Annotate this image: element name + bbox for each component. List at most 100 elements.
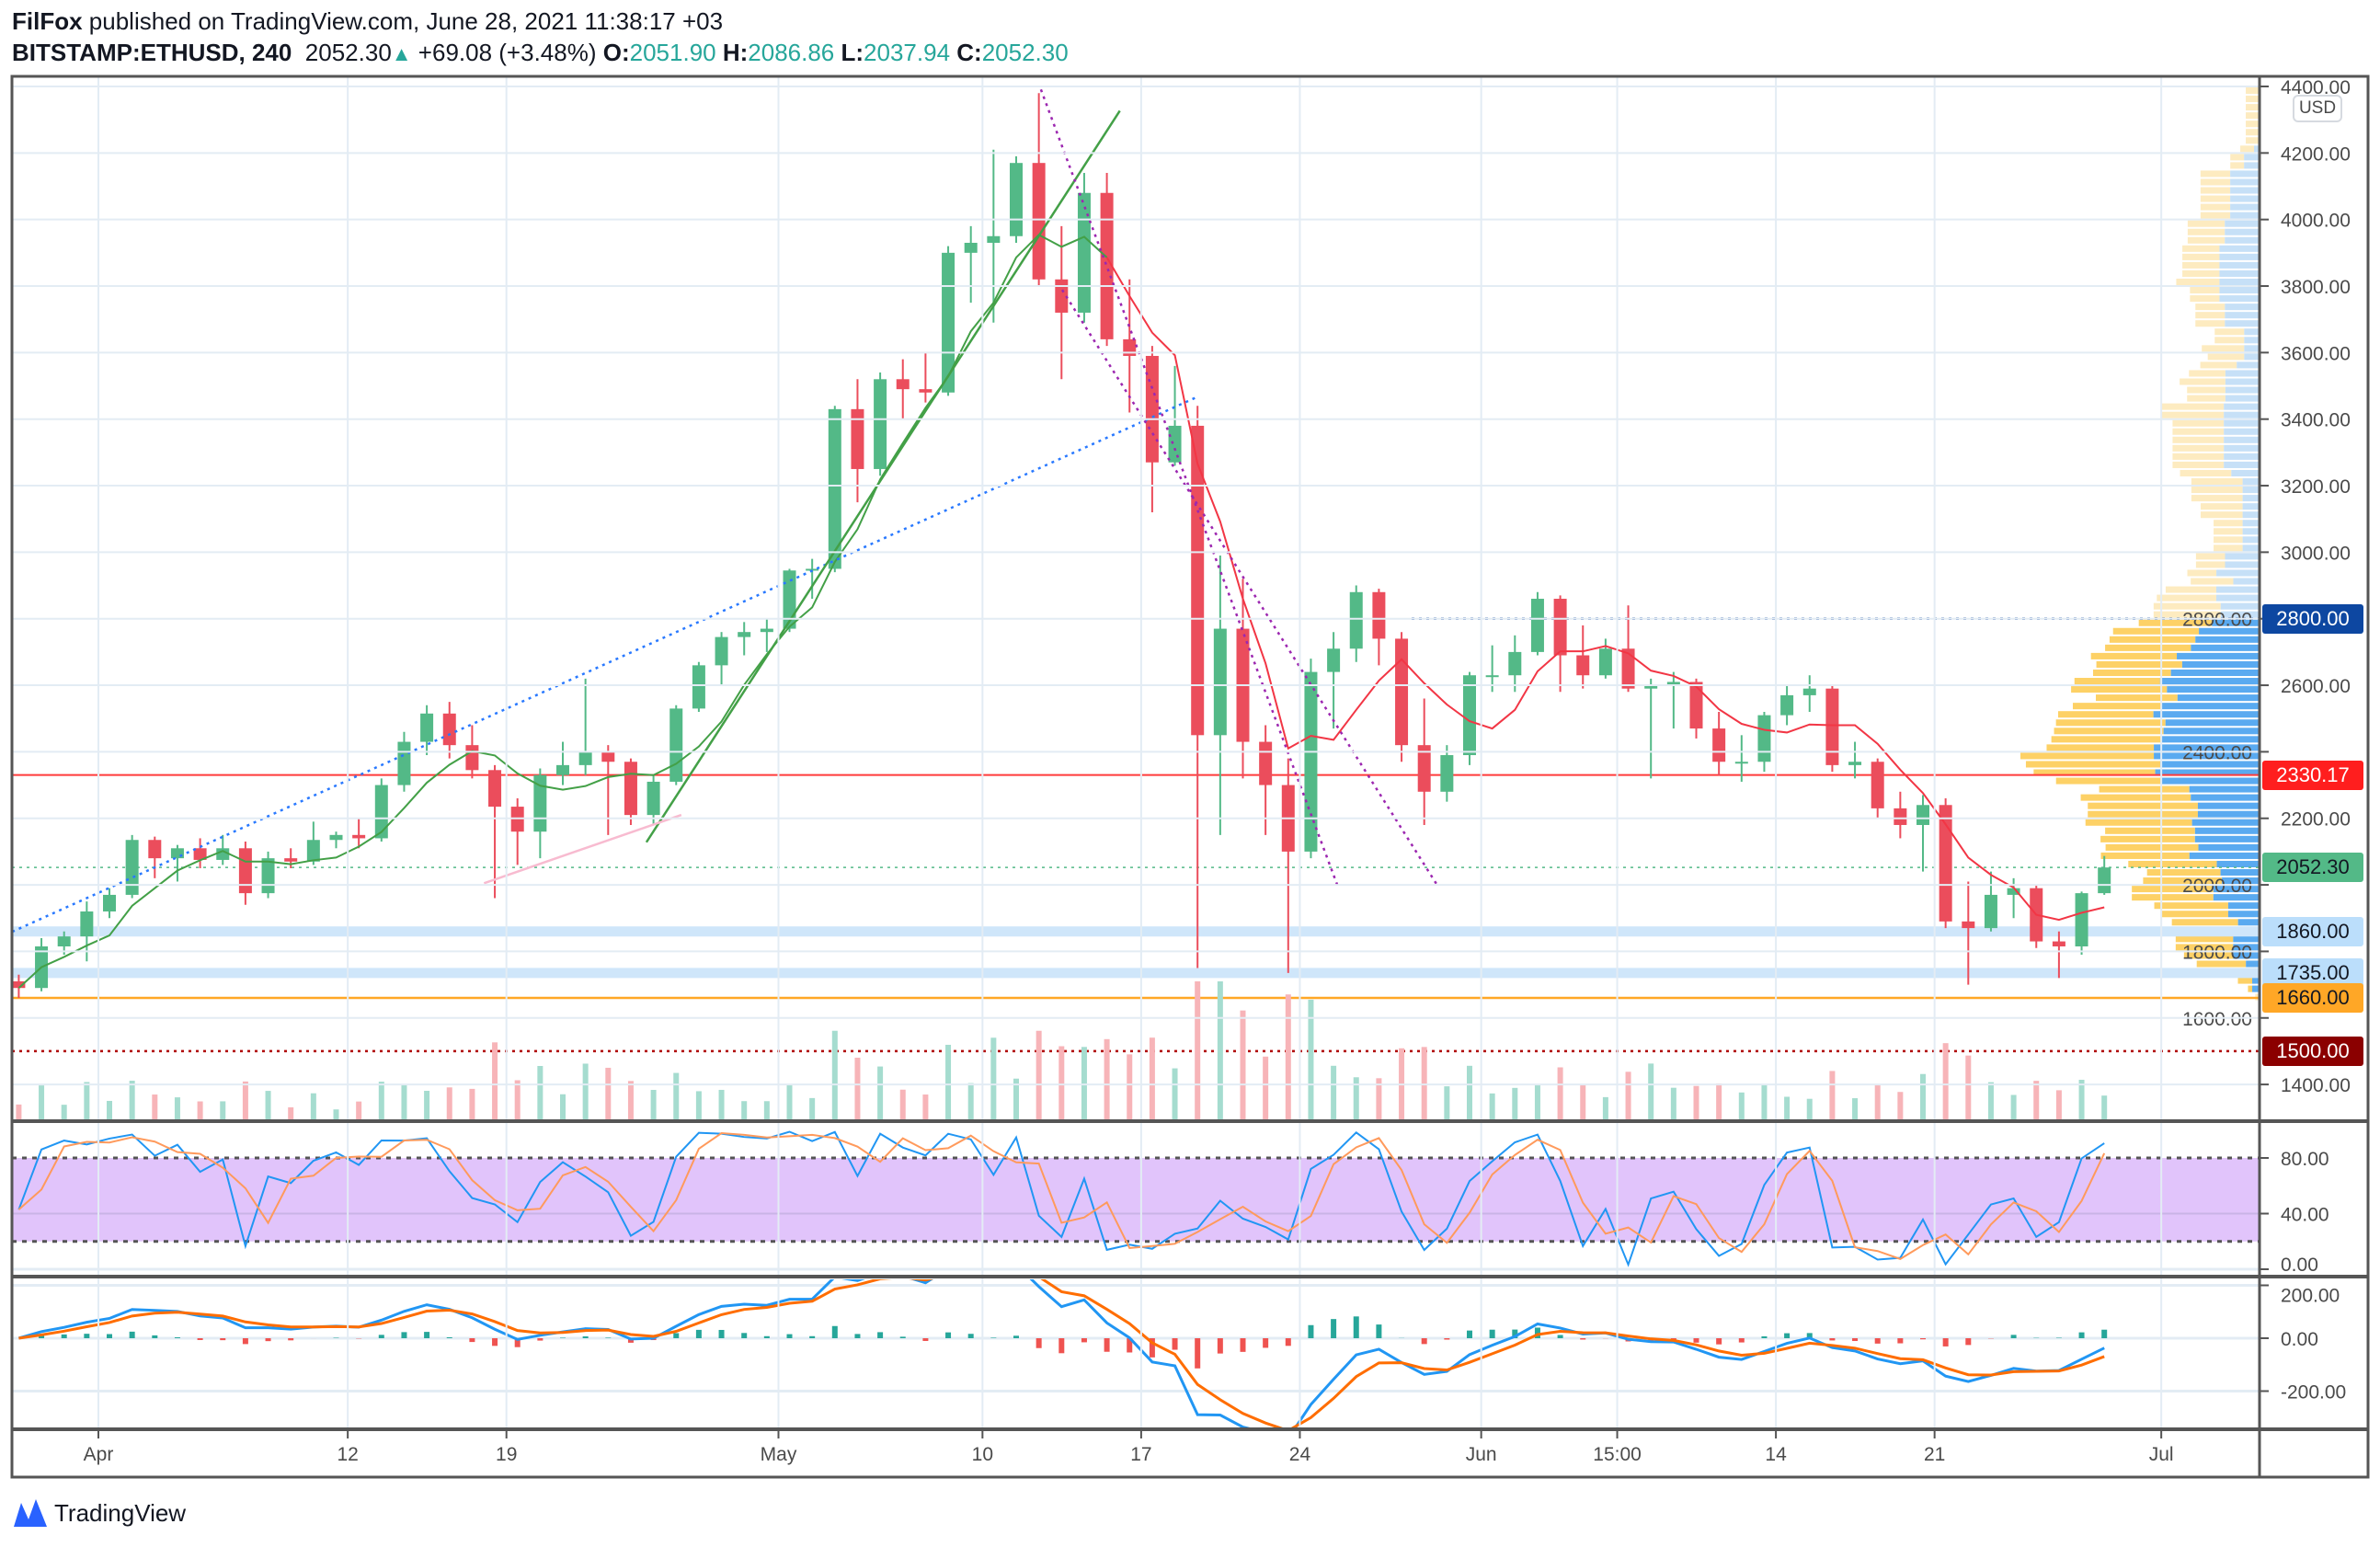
volume-profile-bar-up (2244, 154, 2260, 161)
volume-profile-bar-down (2100, 835, 2195, 842)
author[interactable]: FilFox (12, 7, 83, 35)
tradingview-logo[interactable]: TradingView (12, 1497, 186, 1529)
volume-bar (16, 1104, 22, 1119)
volume-profile-bar-up (2219, 253, 2260, 260)
candle-body (1962, 921, 1975, 929)
candle-body (1644, 685, 1658, 689)
volume-bar (673, 1072, 680, 1119)
volume-profile-bar-down (2154, 902, 2228, 910)
volume-profile-bar-up (2191, 819, 2260, 826)
price-axis-label: 1400.00 (2281, 1075, 2351, 1096)
time-axis-label: 19 (496, 1444, 517, 1465)
volume-bar (129, 1081, 135, 1119)
candle-body (2098, 867, 2111, 894)
volume-profile-bar-down (2161, 403, 2225, 410)
volume-profile-bar-up (2237, 361, 2260, 369)
volume-profile-bar-up (2160, 777, 2260, 785)
volume-bar (945, 1044, 952, 1119)
volume-profile-bar-up (2242, 528, 2260, 535)
currency-badge[interactable]: USD (2293, 95, 2342, 122)
volume-profile-bar-up (2159, 678, 2260, 685)
candle-body (1463, 675, 1476, 756)
macd-histogram-bar (446, 1337, 452, 1338)
candle-body (1100, 192, 1114, 339)
volume-bar (537, 1065, 544, 1119)
volume-profile-bar-up (2225, 386, 2260, 394)
volume-bar (242, 1081, 248, 1119)
price-label: 1735.00 (2262, 957, 2363, 988)
volume-profile-bar-down (2191, 578, 2234, 585)
volume-bar (401, 1084, 407, 1119)
candle-body (2075, 893, 2088, 946)
volume-profile-bar-up (2242, 495, 2260, 502)
volume-profile-bar-down (2195, 312, 2226, 319)
macd-signal-line (18, 1279, 2105, 1429)
volume-profile-bar-up (2195, 636, 2260, 643)
open-value: 2051.90 (629, 39, 716, 66)
macd-histogram-bar (718, 1329, 725, 1338)
volume-profile-bar-down (2246, 129, 2260, 136)
macd-histogram-bar (1670, 1338, 1676, 1340)
candle-body (1802, 688, 1816, 695)
volume-profile-bar-down (2172, 419, 2225, 427)
volume-profile-bar-up (2227, 902, 2260, 910)
volume-profile-bar-down (2057, 711, 2154, 718)
volume-profile-bar-down (2172, 444, 2225, 452)
macd-histogram-bar (1942, 1338, 1949, 1346)
macd-histogram-bar (1852, 1338, 1859, 1342)
volume-profile-bar-down (2054, 728, 2164, 735)
candle-body (1349, 591, 1363, 649)
macd-histogram-bar (1217, 1338, 1223, 1354)
macd-histogram-bar (877, 1332, 884, 1338)
macd-histogram-bar (2078, 1332, 2085, 1338)
volume-bar (1127, 1054, 1133, 1119)
trendline-pink (483, 813, 682, 885)
volume-bar (1444, 1086, 1450, 1119)
volume-bar (333, 1109, 339, 1119)
volume-bar (1602, 1096, 1608, 1119)
symbol-label[interactable]: BITSTAMP:ETHUSD, 240 (12, 39, 292, 66)
candle-body (238, 848, 252, 894)
volume-profile-bar-down (2190, 287, 2220, 294)
volume-profile-bar-up (2254, 145, 2260, 153)
candle-body (1530, 599, 1544, 652)
volume-profile-bar-down (2176, 278, 2220, 286)
candle-body (1191, 425, 1205, 736)
stoch-axis-label: 40.00 (2281, 1205, 2329, 1226)
macd-histogram-bar (990, 1337, 997, 1338)
volume-profile-bar-up (2231, 469, 2260, 476)
macd-histogram-bar (288, 1338, 294, 1341)
macd-histogram-bar (220, 1338, 226, 1341)
volume-bar (1353, 1077, 1359, 1119)
close-value: 2052.30 (981, 39, 1069, 66)
high-value: 2086.86 (748, 39, 835, 66)
volume-profile-bar-down (2195, 553, 2226, 560)
volume-profile-bar-up (2177, 652, 2260, 659)
volume-profile-bar-down (2112, 627, 2200, 635)
volume-profile-bar-up (2177, 694, 2260, 702)
volume-profile-bar-up (2170, 669, 2260, 677)
volume-bar (1897, 1092, 1904, 1119)
candle-body (1032, 163, 1046, 280)
volume-profile-bar-up (2225, 304, 2260, 311)
candle-body (1553, 599, 1567, 656)
macd-histogram-bar (922, 1338, 929, 1341)
candle-body (1871, 762, 1884, 808)
volume-profile-bar-up (2244, 353, 2260, 361)
main-pane (12, 87, 2260, 1119)
volume-profile-bar-up (2233, 578, 2260, 585)
volume-profile-bar-up (2212, 619, 2260, 626)
chart-frame (10, 74, 2370, 1479)
volume-profile-bar-down (2195, 561, 2226, 568)
volume-bar (1716, 1083, 1722, 1119)
volume-profile-bar-down (2183, 952, 2234, 959)
volume-bar (1467, 1065, 1472, 1119)
candle-body (919, 389, 933, 393)
volume-bar (1557, 1067, 1563, 1119)
candle-body (1757, 715, 1771, 762)
volume-bar (1331, 1065, 1337, 1119)
trendline-purple-2 (1060, 289, 1438, 886)
volume-profile-bar-down (2074, 678, 2160, 685)
volume-bar (288, 1106, 294, 1119)
